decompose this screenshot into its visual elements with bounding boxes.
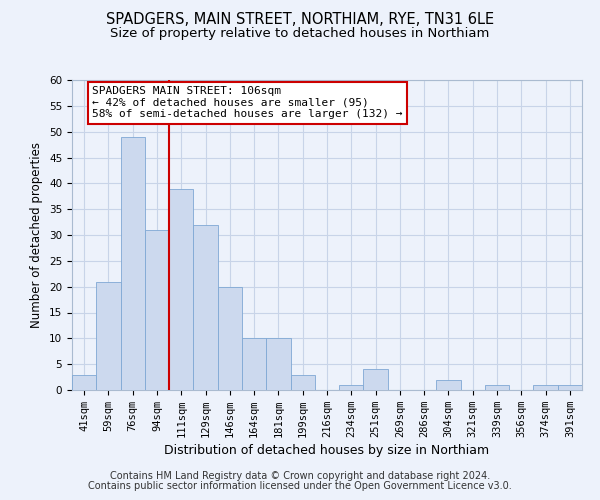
Bar xyxy=(145,230,169,390)
Y-axis label: Number of detached properties: Number of detached properties xyxy=(31,142,43,328)
Bar xyxy=(364,370,388,390)
Text: SPADGERS MAIN STREET: 106sqm
← 42% of detached houses are smaller (95)
58% of se: SPADGERS MAIN STREET: 106sqm ← 42% of de… xyxy=(92,86,403,120)
Bar xyxy=(193,224,218,390)
Bar xyxy=(533,385,558,390)
Bar xyxy=(266,338,290,390)
Bar xyxy=(121,137,145,390)
Bar xyxy=(218,286,242,390)
Text: Contains HM Land Registry data © Crown copyright and database right 2024.: Contains HM Land Registry data © Crown c… xyxy=(110,471,490,481)
X-axis label: Distribution of detached houses by size in Northiam: Distribution of detached houses by size … xyxy=(164,444,490,457)
Bar xyxy=(242,338,266,390)
Bar xyxy=(290,374,315,390)
Bar xyxy=(485,385,509,390)
Text: Size of property relative to detached houses in Northiam: Size of property relative to detached ho… xyxy=(110,28,490,40)
Bar xyxy=(72,374,96,390)
Text: SPADGERS, MAIN STREET, NORTHIAM, RYE, TN31 6LE: SPADGERS, MAIN STREET, NORTHIAM, RYE, TN… xyxy=(106,12,494,28)
Bar xyxy=(96,282,121,390)
Bar xyxy=(558,385,582,390)
Bar xyxy=(169,188,193,390)
Text: Contains public sector information licensed under the Open Government Licence v3: Contains public sector information licen… xyxy=(88,481,512,491)
Bar xyxy=(339,385,364,390)
Bar xyxy=(436,380,461,390)
